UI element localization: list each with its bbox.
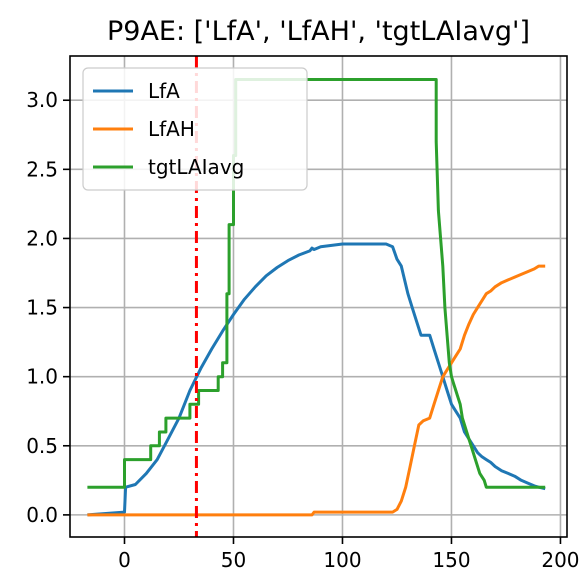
x-tick-label: 150 <box>432 548 470 572</box>
x-tick-label: 0 <box>118 548 131 572</box>
legend-label: LfAH <box>148 117 195 141</box>
series-line-lfah <box>87 264 546 517</box>
legend-box <box>82 67 308 191</box>
chart-title: P9AE: ['LfA', 'LfAH', 'tgtLAIavg'] <box>107 16 530 47</box>
x-tick-label: 100 <box>323 548 361 572</box>
y-tick-label: 0.0 <box>26 503 58 527</box>
y-tick-label: 3.0 <box>26 88 58 112</box>
legend: LfA LfAH tgtLAIavg <box>82 67 308 191</box>
legend-label: LfA <box>148 79 180 103</box>
plot-frame <box>69 55 568 538</box>
y-tick-label: 1.0 <box>26 365 58 389</box>
y-tick-label: 0.5 <box>26 434 58 458</box>
x-tick-label: 200 <box>541 548 579 572</box>
x-tick-label: 50 <box>221 548 246 572</box>
y-tick-label: 1.5 <box>26 296 58 320</box>
series-line-lfa <box>87 242 546 517</box>
y-axis-ticks: 0.0 0.5 1.0 1.5 2.0 2.5 3.0 <box>26 88 70 527</box>
x-axis-ticks: 0 50 100 150 200 <box>118 537 580 572</box>
legend-label: tgtLAIavg <box>148 155 244 179</box>
y-tick-label: 2.0 <box>26 226 58 250</box>
y-tick-label: 2.5 <box>26 157 58 181</box>
